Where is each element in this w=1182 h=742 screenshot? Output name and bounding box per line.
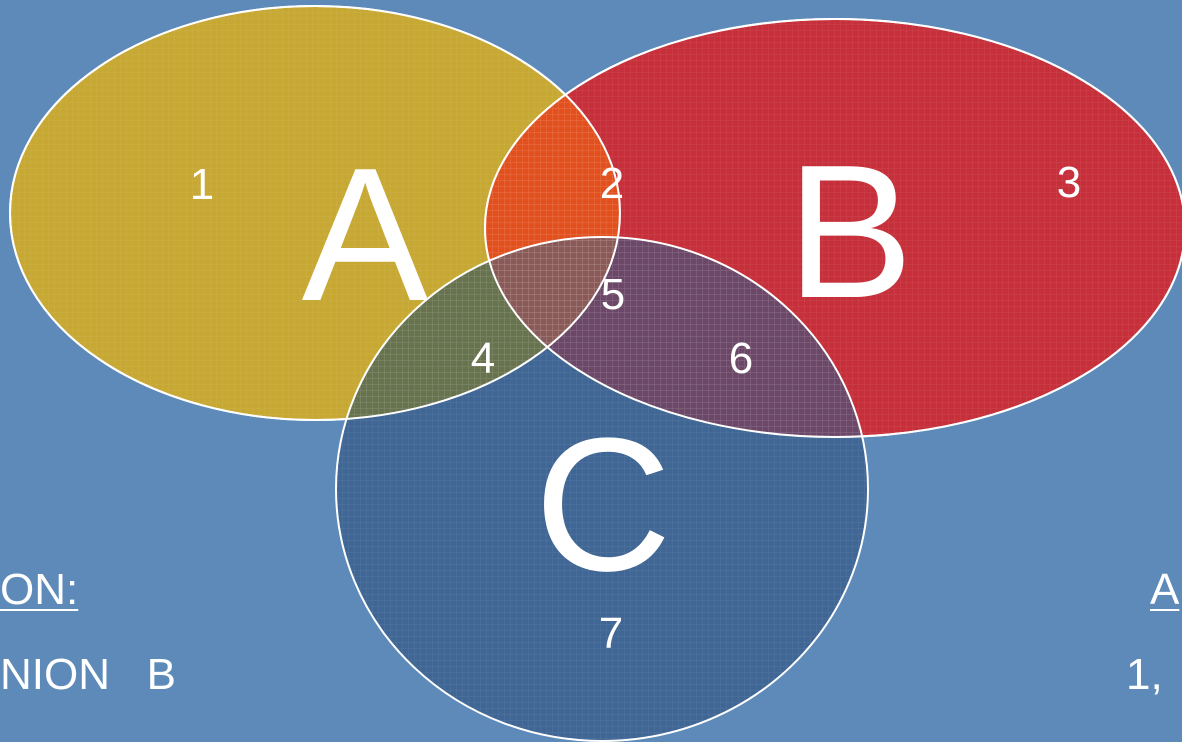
region-4-label: 4 xyxy=(471,334,495,383)
left-line: NION B xyxy=(0,650,177,699)
region-7-label: 7 xyxy=(599,609,623,658)
set-label-a: A xyxy=(302,129,429,341)
region-1-label: 1 xyxy=(190,160,214,209)
region-5-label: 5 xyxy=(601,270,625,319)
set-label-c: C xyxy=(534,399,671,611)
set-label-b: B xyxy=(787,126,914,338)
region-6-label: 6 xyxy=(729,334,753,383)
region-2-label: 2 xyxy=(600,159,624,208)
left-heading: ON: xyxy=(0,565,79,614)
right-heading: A xyxy=(1150,565,1180,614)
right-line: 1, xyxy=(1126,650,1163,699)
region-3-label: 3 xyxy=(1057,158,1081,207)
